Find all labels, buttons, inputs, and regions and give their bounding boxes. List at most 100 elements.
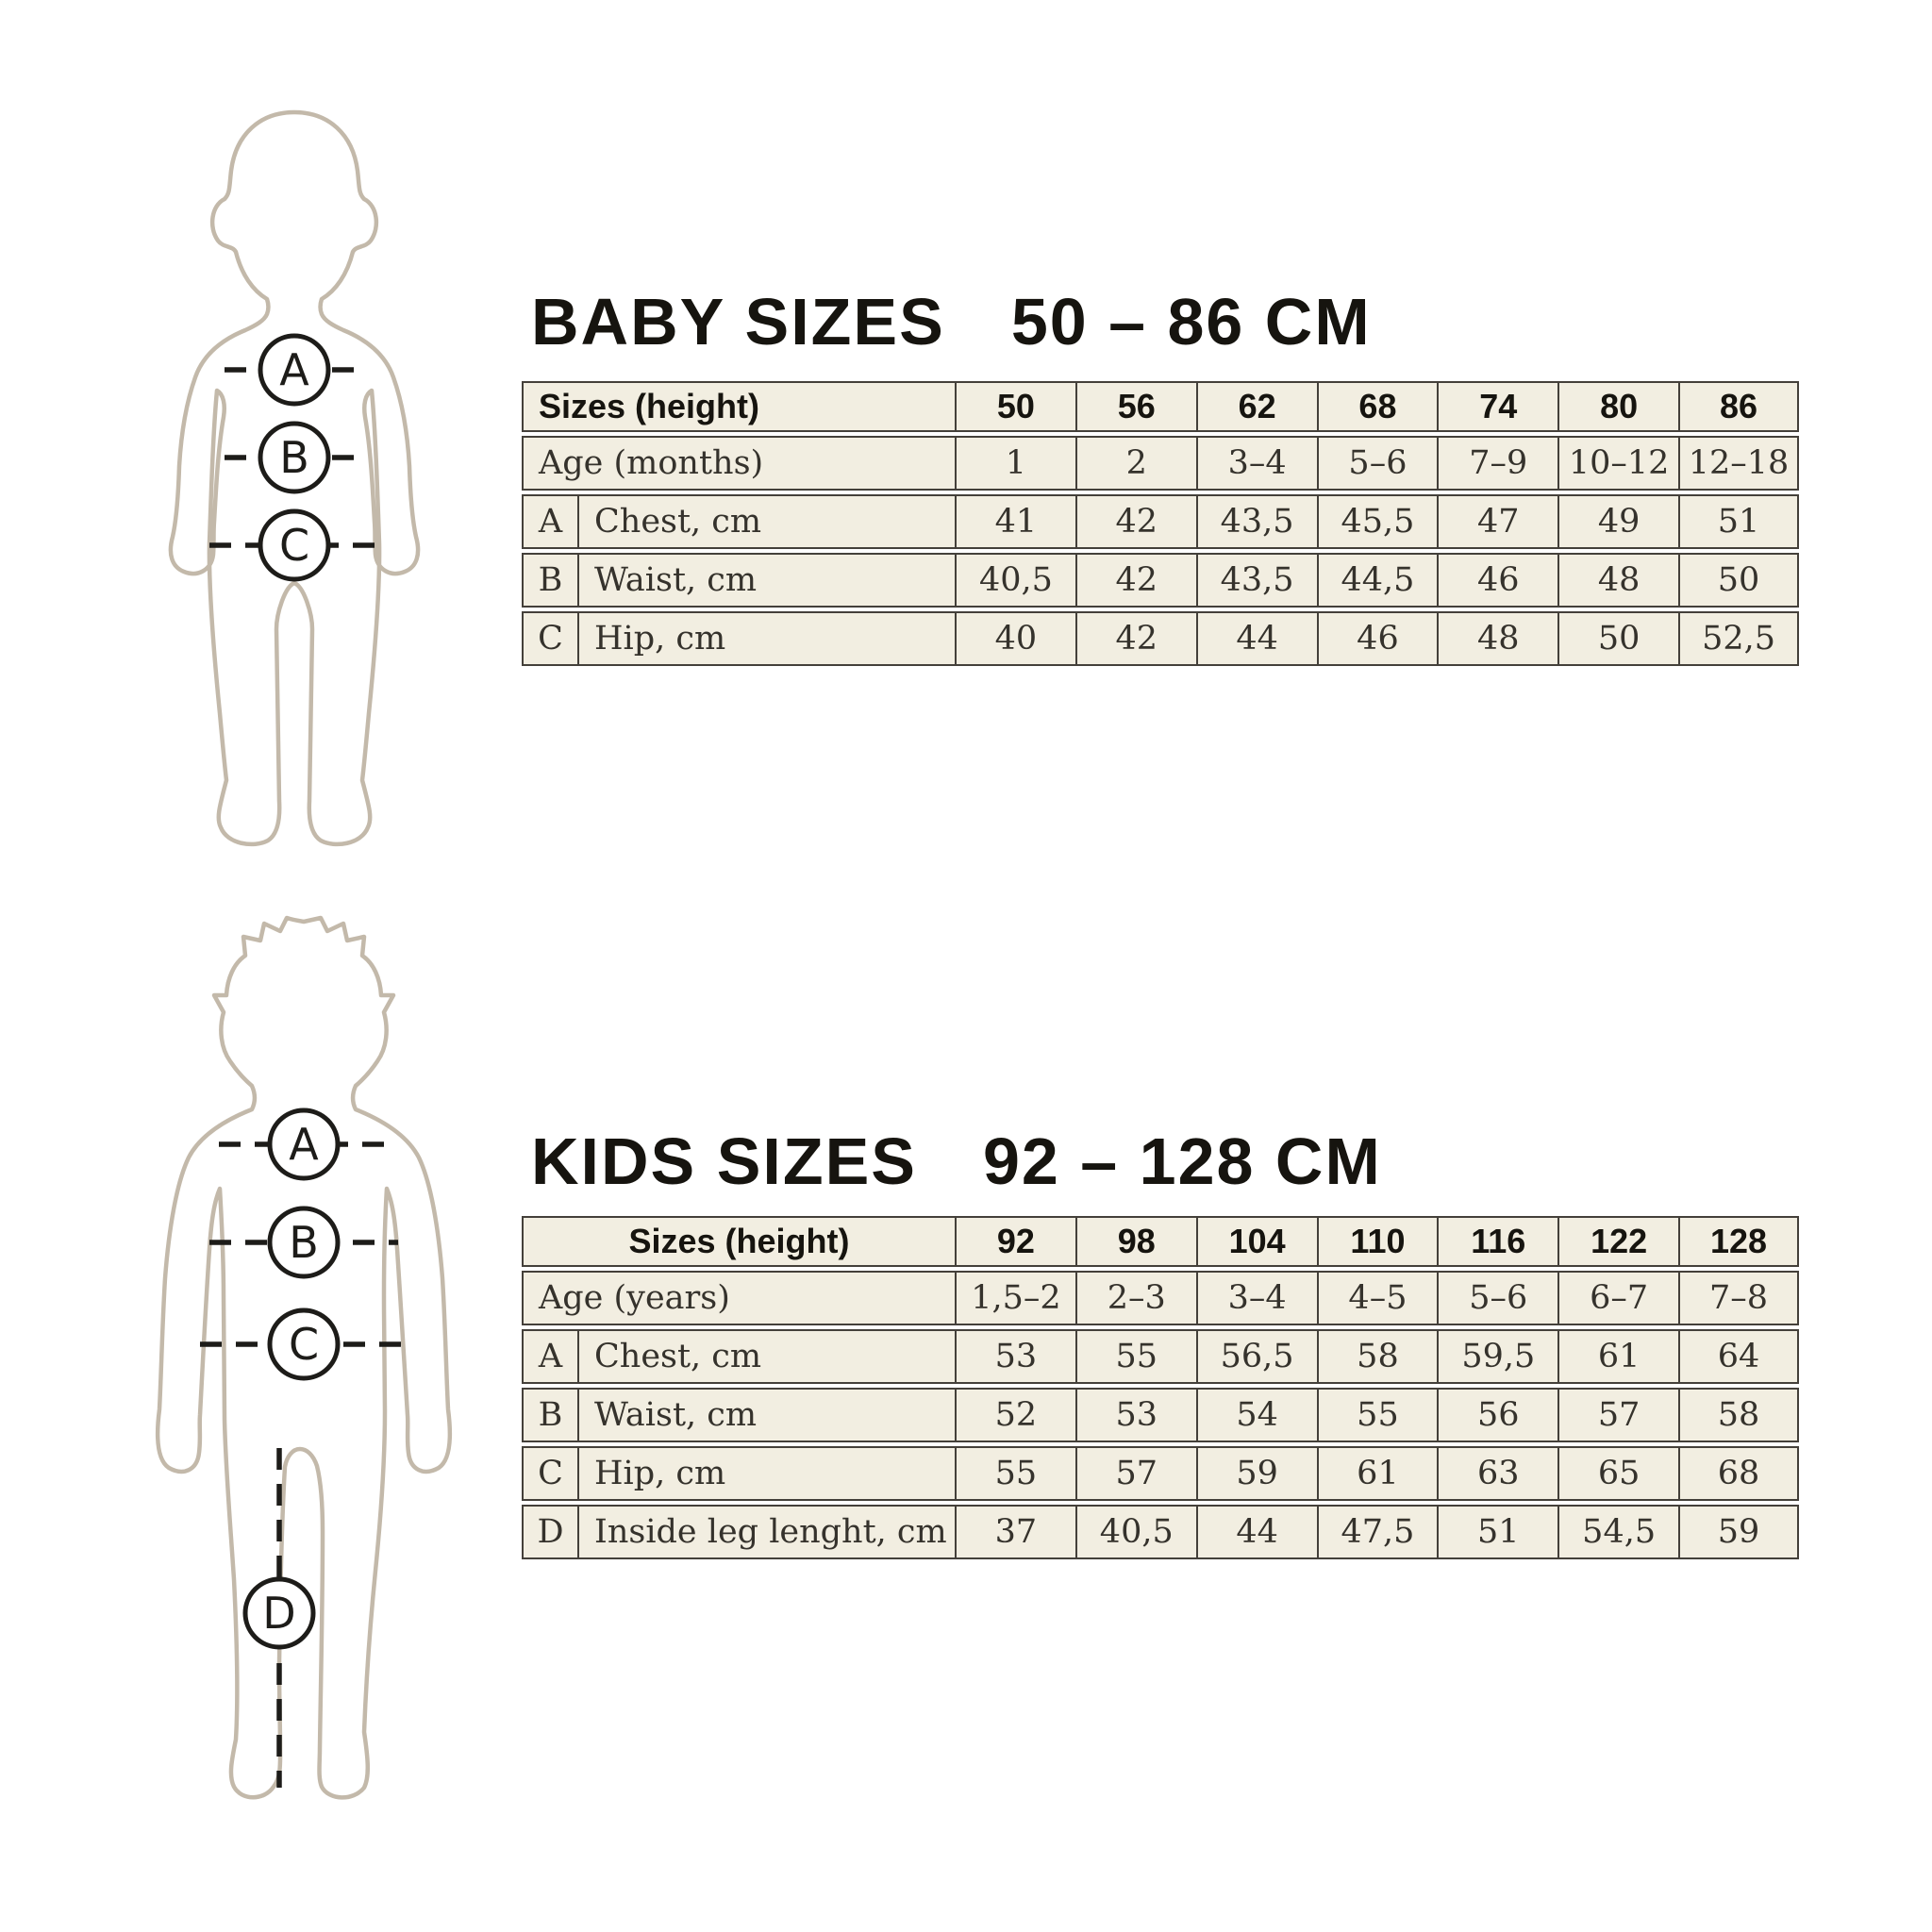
value-cell: 57 [1557,1388,1679,1442]
kids-age-row: Age (years) 1,5–2 2–3 3–4 4–5 5–6 6–7 7–… [522,1271,1799,1325]
letter-cell: B [522,1388,577,1442]
value-cell: 42 [1074,611,1196,666]
baby-waist-row: B Waist, cm 40,5 42 43,5 44,5 46 48 50 [522,553,1799,608]
baby-waist-label: Waist, cm [577,553,955,608]
letter-cell: C [522,1446,577,1501]
baby-size-col-header: 80 [1557,381,1679,432]
baby-figure-diagram: A B C [168,109,421,847]
kids-size-table: Sizes (height) 92 98 104 110 116 122 128… [522,1212,1799,1563]
value-cell: 48 [1437,611,1558,666]
value-cell: 37 [955,1505,1075,1559]
value-cell: 46 [1437,553,1558,608]
baby-marker-a-circle [258,333,331,407]
kids-age-label: Age (years) [522,1271,955,1325]
kid-figure-diagram: A B C D [155,915,453,1800]
value-cell: 53 [955,1329,1075,1384]
baby-age-label: Age (months) [522,436,955,491]
baby-silhouette-outline [168,109,421,847]
value-cell: 44 [1195,1505,1317,1559]
baby-size-col-header: 62 [1195,381,1317,432]
kid-silhouette-outline [155,915,453,1800]
value-cell: 55 [955,1446,1075,1501]
value-cell: 7–8 [1678,1271,1799,1325]
kids-section-title: KIDS SIZES 92 – 128 CM [531,1128,1382,1194]
value-cell: 55 [1074,1329,1196,1384]
kids-chest-row: A Chest, cm 53 55 56,5 58 59,5 61 64 [522,1329,1799,1384]
kids-header-label: Sizes (height) [522,1216,955,1267]
baby-size-table: Sizes (height) 50 56 62 68 74 80 86 Age … [522,377,1799,670]
kids-size-col-header: 122 [1557,1216,1679,1267]
value-cell: 47,5 [1316,1505,1438,1559]
baby-hip-label: Hip, cm [577,611,955,666]
letter-cell: B [522,553,577,608]
value-cell: 53 [1074,1388,1196,1442]
baby-marker-c-label: C [279,520,309,571]
value-cell: 54 [1195,1388,1317,1442]
kids-hip-label: Hip, cm [577,1446,955,1501]
value-cell: 3–4 [1195,1271,1317,1325]
kids-size-table-container: Sizes (height) 92 98 104 110 116 122 128… [522,1212,1799,1563]
value-cell: 43,5 [1195,494,1317,549]
letter-cell: D [522,1505,577,1559]
value-cell: 5–6 [1316,436,1438,491]
baby-size-col-header: 68 [1316,381,1438,432]
value-cell: 3–4 [1195,436,1317,491]
value-cell: 10–12 [1557,436,1679,491]
kids-size-col-header: 104 [1195,1216,1317,1267]
value-cell: 61 [1557,1329,1679,1384]
kid-marker-c-label: C [289,1319,319,1370]
kids-size-col-header: 110 [1316,1216,1438,1267]
value-cell: 52 [955,1388,1075,1442]
kid-marker-a-label: A [289,1119,319,1170]
kids-waist-label: Waist, cm [577,1388,955,1442]
value-cell: 1 [955,436,1075,491]
value-cell: 43,5 [1195,553,1317,608]
baby-marker-c-circle [258,508,331,582]
value-cell: 65 [1557,1446,1679,1501]
kids-size-col-header: 92 [955,1216,1075,1267]
kids-size-col-header: 128 [1678,1216,1799,1267]
value-cell: 12–18 [1678,436,1799,491]
kids-waist-row: B Waist, cm 52 53 54 55 56 57 58 [522,1388,1799,1442]
baby-age-row: Age (months) 1 2 3–4 5–6 7–9 10–12 12–18 [522,436,1799,491]
kid-marker-c-circle [267,1307,341,1381]
kid-marker-a-circle [267,1108,341,1181]
value-cell: 4–5 [1316,1271,1438,1325]
value-cell: 40 [955,611,1075,666]
kid-marker-d-label: D [262,1588,295,1639]
baby-size-table-container: Sizes (height) 50 56 62 68 74 80 86 Age … [522,377,1799,670]
value-cell: 2–3 [1074,1271,1196,1325]
value-cell: 52,5 [1678,611,1799,666]
value-cell: 49 [1557,494,1679,549]
value-cell: 58 [1678,1388,1799,1442]
value-cell: 44,5 [1316,553,1438,608]
kids-size-col-header: 98 [1074,1216,1196,1267]
letter-cell: A [522,1329,577,1384]
baby-size-col-header: 50 [955,381,1075,432]
kids-title-text: KIDS SIZES [531,1124,917,1198]
value-cell: 42 [1074,494,1196,549]
value-cell: 42 [1074,553,1196,608]
value-cell: 50 [1678,553,1799,608]
value-cell: 54,5 [1557,1505,1679,1559]
kids-inside-leg-row: D Inside leg lenght, cm 37 40,5 44 47,5 … [522,1505,1799,1559]
baby-size-col-header: 56 [1074,381,1196,432]
value-cell: 63 [1437,1446,1558,1501]
value-cell: 64 [1678,1329,1799,1384]
baby-marker-a-label: A [279,344,309,395]
kid-marker-b-label: B [289,1217,319,1268]
value-cell: 6–7 [1557,1271,1679,1325]
kids-hip-row: C Hip, cm 55 57 59 61 63 65 68 [522,1446,1799,1501]
value-cell: 41 [955,494,1075,549]
baby-title-range: 50 – 86 CM [1010,285,1372,358]
value-cell: 57 [1074,1446,1196,1501]
baby-chest-label: Chest, cm [577,494,955,549]
value-cell: 51 [1678,494,1799,549]
letter-cell: A [522,494,577,549]
kids-header-row: Sizes (height) 92 98 104 110 116 122 128 [522,1216,1799,1267]
value-cell: 59,5 [1437,1329,1558,1384]
baby-marker-b-circle [258,421,331,494]
value-cell: 46 [1316,611,1438,666]
value-cell: 61 [1316,1446,1438,1501]
value-cell: 45,5 [1316,494,1438,549]
